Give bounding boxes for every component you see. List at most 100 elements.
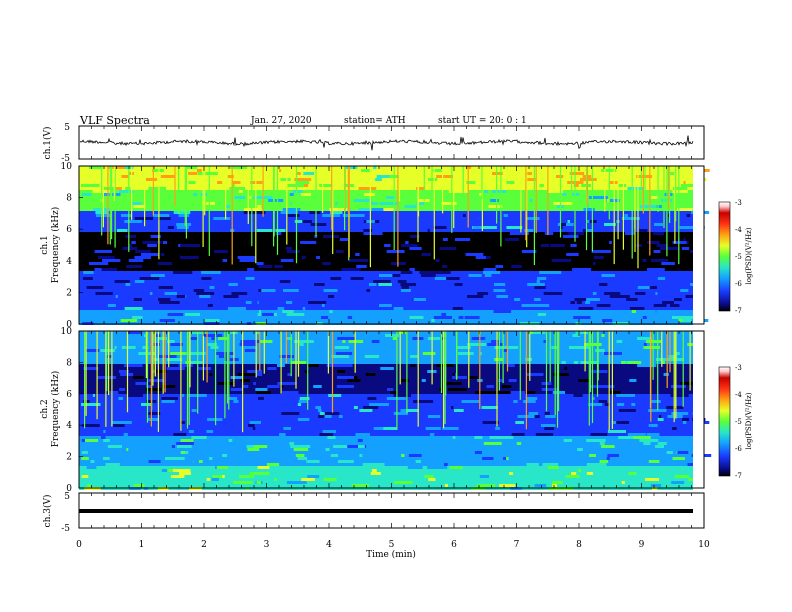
- spectrogram-speckle: [435, 259, 440, 262]
- spectrogram-speckle: [196, 292, 215, 295]
- spectrogram-speckle: [681, 247, 690, 250]
- spectrogram-speckle: [308, 301, 327, 304]
- spectrogram-speckle: [167, 340, 175, 343]
- spectrogram-speckle: [195, 439, 198, 442]
- spectrogram-speckle: [686, 241, 689, 244]
- spectrogram-speckle: [431, 319, 436, 322]
- spectrogram-speckle: [639, 229, 648, 232]
- spectrogram-speckle: [373, 280, 391, 283]
- spectrogram-speckle: [393, 394, 411, 397]
- spectrogram-speckle: [616, 379, 620, 382]
- spectrogram-speckle: [648, 409, 667, 412]
- spectrogram-speckle: [592, 205, 608, 208]
- time-axis-label: Time (min): [366, 549, 416, 560]
- spectrogram-speckle: [366, 289, 371, 292]
- spectrogram-speckle: [167, 313, 184, 316]
- spectrogram-speckle: [355, 253, 360, 256]
- spectrogram-speckle: [334, 217, 349, 220]
- spectrogram-speckle: [521, 439, 538, 442]
- spectrogram-speckle: [540, 304, 550, 307]
- spectrogram-speckle: [442, 238, 448, 241]
- spectrogram-speckle: [552, 484, 557, 487]
- spectrogram-speckle: [155, 334, 161, 337]
- spectrogram-speckle: [627, 433, 646, 436]
- spectrogram-speckle: [152, 292, 165, 295]
- spectrogram-speckle: [573, 184, 579, 187]
- spectrogram-band: [79, 382, 693, 385]
- spectrogram-speckle: [197, 169, 202, 172]
- spectrogram-speckle: [462, 214, 466, 217]
- spectrogram-speckle: [148, 460, 161, 463]
- spectrogram-speckle: [569, 313, 584, 316]
- spectrogram-speckle: [540, 469, 550, 472]
- spectrogram-speckle: [355, 433, 370, 436]
- spectrogram-speckle: [337, 370, 345, 373]
- spectrogram-speckle: [171, 424, 175, 427]
- spectrogram-speckle: [672, 187, 688, 190]
- spectrogram-speckle: [86, 202, 99, 205]
- spectrogram-speckle: [364, 193, 375, 196]
- spectrogram-speckle: [415, 232, 423, 235]
- spectrogram-speckle: [347, 379, 361, 382]
- spectrogram-speckle: [662, 361, 665, 364]
- spectrogram-band: [79, 343, 693, 346]
- spectrogram-band: [79, 250, 693, 253]
- spectrogram-speckle: [594, 331, 604, 334]
- spectrogram-speckle: [155, 370, 167, 373]
- spectrogram-speckle: [267, 385, 280, 388]
- spectrogram-speckle: [578, 379, 591, 382]
- spectrogram-speckle: [477, 292, 489, 295]
- x-tick-label: 6: [451, 540, 457, 550]
- spectrogram-speckle: [452, 376, 458, 379]
- ch1-spectrogram-x-ticks: [78, 166, 705, 324]
- spectrogram-speckle: [599, 283, 608, 286]
- spectrogram-speckle: [678, 319, 683, 322]
- spectrogram-speckle: [300, 241, 317, 244]
- spectrogram-speckle: [145, 178, 158, 181]
- spectrogram-speckle: [319, 247, 324, 250]
- spectrogram-speckle: [586, 205, 589, 208]
- spectrogram-speckle: [583, 469, 592, 472]
- spectrogram-speckle: [341, 268, 361, 271]
- spectrogram-speckle: [366, 376, 385, 379]
- spectrogram-speckle: [167, 226, 174, 229]
- spectrogram-speckle: [124, 364, 143, 367]
- ch1-colorbar-tick-m5: -5: [735, 253, 742, 261]
- spectrogram-speckle: [290, 466, 294, 469]
- spectrogram-speckle: [109, 409, 126, 412]
- spectrogram-speckle: [462, 217, 479, 220]
- spectrogram-speckle: [185, 187, 201, 190]
- spectrogram-speckle: [426, 442, 434, 445]
- spectrogram-speckle: [197, 172, 218, 175]
- spectrogram-speckle: [363, 232, 383, 235]
- spectrogram-speckle: [253, 382, 256, 385]
- ch1-spectrogram-ylabel-frequency: Frequency (kHz): [50, 207, 61, 284]
- spectrogram-speckle: [338, 415, 343, 418]
- spectrogram-speckle: [282, 391, 299, 394]
- spectrogram-speckle: [680, 289, 689, 292]
- spectrogram-speckle: [610, 184, 617, 187]
- spectrogram-speckle: [475, 256, 486, 259]
- spectrogram-speckle: [499, 484, 516, 487]
- spectrogram-speckle: [206, 202, 215, 205]
- spectrogram-speckle: [525, 394, 543, 397]
- spectrogram-speckle: [647, 268, 665, 271]
- spectrogram-speckle: [178, 184, 183, 187]
- spectrogram-speckle: [222, 454, 228, 457]
- spectrogram-speckle: [431, 280, 437, 283]
- spectrogram-speckle: [212, 349, 223, 352]
- spectrogram-speckle: [374, 316, 394, 319]
- spectrogram-speckle: [386, 274, 401, 277]
- spectrogram-speckle: [545, 415, 556, 418]
- spectrogram-speckle: [682, 421, 687, 424]
- spectrogram-speckle: [84, 430, 104, 433]
- spectrogram-speckle: [506, 457, 509, 460]
- spectrogram-speckle: [92, 394, 95, 397]
- spectrogram-speckle: [491, 340, 501, 343]
- spectrogram-band: [79, 355, 693, 358]
- spectrogram-speckle: [361, 169, 372, 172]
- spectrogram-speckle: [525, 358, 532, 361]
- spectrogram-speckle: [376, 190, 381, 193]
- spectrogram-speckle: [114, 346, 117, 349]
- spectrogram-speckle: [171, 331, 179, 334]
